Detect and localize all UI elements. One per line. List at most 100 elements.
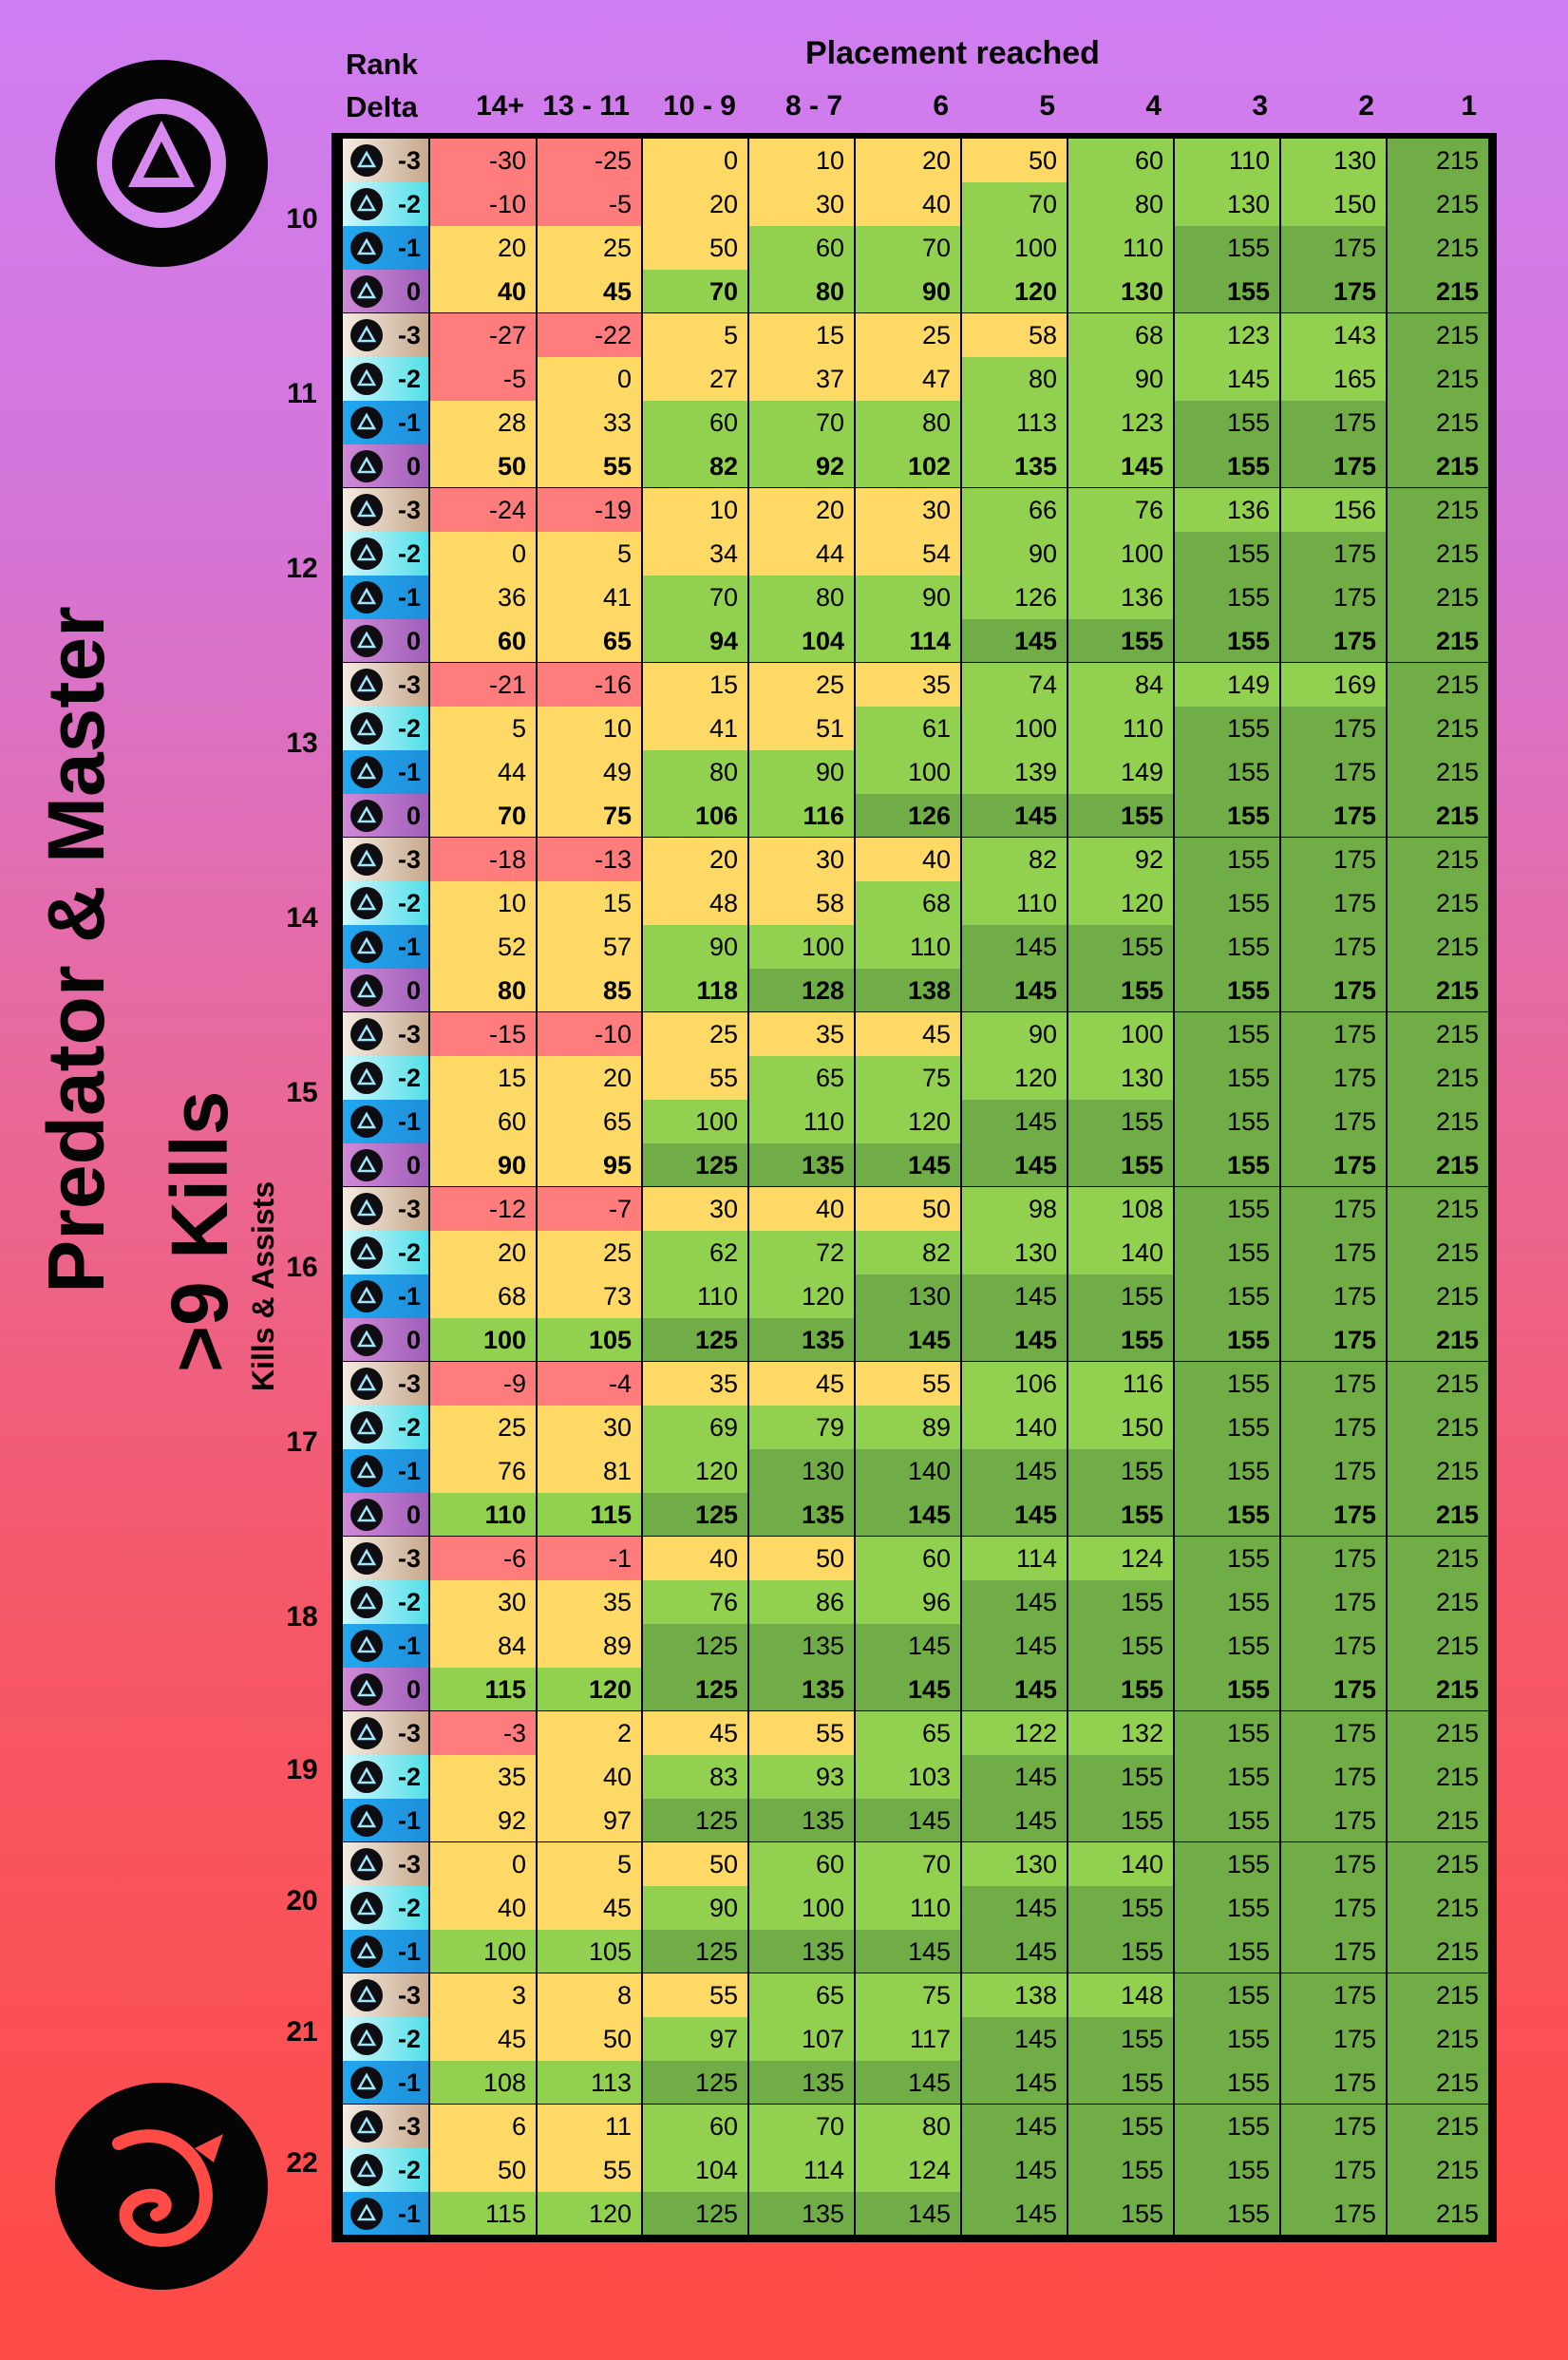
rank-delta-value: -3 bbox=[397, 1718, 421, 1747]
rank-delta-cell: -3 bbox=[343, 838, 430, 881]
points-cell: 68 bbox=[1068, 313, 1175, 357]
rank-delta-value: 0 bbox=[406, 975, 421, 1005]
points-cell: 155 bbox=[1175, 1012, 1281, 1056]
rank-delta-value: -1 bbox=[397, 2067, 421, 2097]
points-cell: 20 bbox=[430, 1231, 538, 1274]
points-cell: -19 bbox=[538, 488, 643, 532]
table-row: 0 90 95 125 135 145 145 155 155 175 215 bbox=[343, 1143, 1497, 1187]
points-cell: 145 bbox=[962, 2061, 1068, 2105]
points-cell: -1 bbox=[538, 1537, 643, 1580]
rank-delta-cell: -1 bbox=[343, 576, 430, 619]
points-cell: 70 bbox=[643, 576, 749, 619]
rank-delta-value: -2 bbox=[397, 713, 421, 743]
points-cell: 123 bbox=[1175, 313, 1281, 357]
points-cell: 169 bbox=[1281, 663, 1388, 707]
points-cell: 156 bbox=[1281, 488, 1388, 532]
points-cell: 97 bbox=[643, 2017, 749, 2061]
points-cell: 155 bbox=[1068, 2105, 1175, 2148]
rank-badge-icon bbox=[350, 1105, 383, 1138]
points-cell: 20 bbox=[430, 226, 538, 270]
rank-delta-value: -1 bbox=[397, 1805, 421, 1835]
points-cell: 215 bbox=[1388, 1799, 1490, 1842]
table-row: -2 -10 -5 20 30 40 70 80 130 150 215 bbox=[343, 182, 1497, 226]
rank-badge-icon bbox=[350, 625, 383, 657]
table-row: -2 40 45 90 100 110 145 155 155 175 215 bbox=[343, 1886, 1497, 1930]
rank-delta-cell: -2 bbox=[343, 707, 430, 750]
rank-delta-cell: -3 bbox=[343, 2105, 430, 2148]
side-kills: >9 Kills bbox=[155, 1090, 244, 1372]
points-cell: 65 bbox=[749, 1056, 856, 1100]
points-cell: 215 bbox=[1388, 838, 1490, 881]
rank-badge-icon bbox=[350, 363, 383, 395]
points-cell: 175 bbox=[1281, 969, 1388, 1012]
points-cell: 145 bbox=[962, 969, 1068, 1012]
points-cell: 215 bbox=[1388, 663, 1490, 707]
points-cell: 138 bbox=[962, 1973, 1068, 2017]
points-cell: 130 bbox=[1281, 139, 1388, 182]
rank-badge-icon bbox=[350, 144, 383, 177]
points-cell: 145 bbox=[856, 2192, 962, 2236]
points-cell: -5 bbox=[538, 182, 643, 226]
points-cell: 61 bbox=[856, 707, 962, 750]
points-cell: 175 bbox=[1281, 401, 1388, 444]
points-cell: 10 bbox=[643, 488, 749, 532]
points-cell: 155 bbox=[1175, 532, 1281, 576]
points-cell: 120 bbox=[538, 1668, 643, 1711]
points-cell: 215 bbox=[1388, 401, 1490, 444]
points-cell: 120 bbox=[962, 1056, 1068, 1100]
rank-badge-icon bbox=[350, 843, 383, 876]
column-header: 5 bbox=[1039, 90, 1055, 122]
points-cell: 155 bbox=[1068, 2017, 1175, 2061]
points-cell: 92 bbox=[1068, 838, 1175, 881]
points-cell: 138 bbox=[856, 969, 962, 1012]
points-cell: 155 bbox=[1175, 2192, 1281, 2236]
points-cell: 215 bbox=[1388, 1449, 1490, 1493]
rank-delta-cell: -2 bbox=[343, 182, 430, 226]
points-cell: 104 bbox=[749, 619, 856, 663]
rank-delta-value: -3 bbox=[397, 1980, 421, 2010]
points-cell: 139 bbox=[962, 750, 1068, 794]
rank-badge-icon bbox=[350, 1892, 383, 1924]
points-cell: 120 bbox=[538, 2192, 643, 2236]
points-cell: 155 bbox=[1068, 1930, 1175, 1973]
points-cell: 69 bbox=[643, 1406, 749, 1449]
points-cell: 82 bbox=[856, 1231, 962, 1274]
rank-delta-cell: 0 bbox=[343, 1318, 430, 1362]
points-cell: 215 bbox=[1388, 532, 1490, 576]
table-row: -3 -18 -13 20 30 40 82 92 155 175 215 bbox=[343, 838, 1497, 881]
points-cell: -12 bbox=[430, 1187, 538, 1231]
rank-group-label: 11 bbox=[287, 378, 317, 409]
points-cell: 145 bbox=[856, 1318, 962, 1362]
side-title: Predator & Master bbox=[31, 606, 121, 1293]
rank-delta-cell: -3 bbox=[343, 313, 430, 357]
points-cell: 90 bbox=[643, 1886, 749, 1930]
points-cell: 215 bbox=[1388, 1930, 1490, 1973]
rank-delta-cell: -2 bbox=[343, 1231, 430, 1274]
points-cell: -13 bbox=[538, 838, 643, 881]
points-cell: 215 bbox=[1388, 2105, 1490, 2148]
side-title-block: Predator & Master >9 Kills Kills & Assis… bbox=[19, 318, 280, 1581]
column-header: 6 bbox=[933, 90, 949, 122]
points-cell: 155 bbox=[1175, 925, 1281, 969]
points-cell: 90 bbox=[856, 270, 962, 313]
points-cell: 175 bbox=[1281, 1449, 1388, 1493]
points-cell: 145 bbox=[962, 619, 1068, 663]
points-cell: 155 bbox=[1068, 1886, 1175, 1930]
table-row: -3 6 11 60 70 80 145 155 155 175 215 bbox=[343, 2105, 1497, 2148]
points-cell: 215 bbox=[1388, 2192, 1490, 2236]
points-cell: 15 bbox=[643, 663, 749, 707]
points-cell: 155 bbox=[1068, 1668, 1175, 1711]
points-cell: 92 bbox=[430, 1799, 538, 1842]
points-cell: 215 bbox=[1388, 1624, 1490, 1668]
points-cell: 155 bbox=[1175, 1406, 1281, 1449]
rank-badge-icon bbox=[350, 2110, 383, 2143]
points-cell: 106 bbox=[962, 1362, 1068, 1406]
points-cell: 114 bbox=[962, 1537, 1068, 1580]
points-cell: 76 bbox=[430, 1449, 538, 1493]
points-cell: 5 bbox=[643, 313, 749, 357]
table-row: -1 100 105 125 135 145 145 155 155 175 215 bbox=[343, 1930, 1497, 1973]
points-cell: 65 bbox=[749, 1973, 856, 2017]
points-cell: 96 bbox=[856, 1580, 962, 1624]
points-cell: 0 bbox=[430, 1842, 538, 1886]
rank-group-label: 20 bbox=[286, 1885, 318, 1916]
